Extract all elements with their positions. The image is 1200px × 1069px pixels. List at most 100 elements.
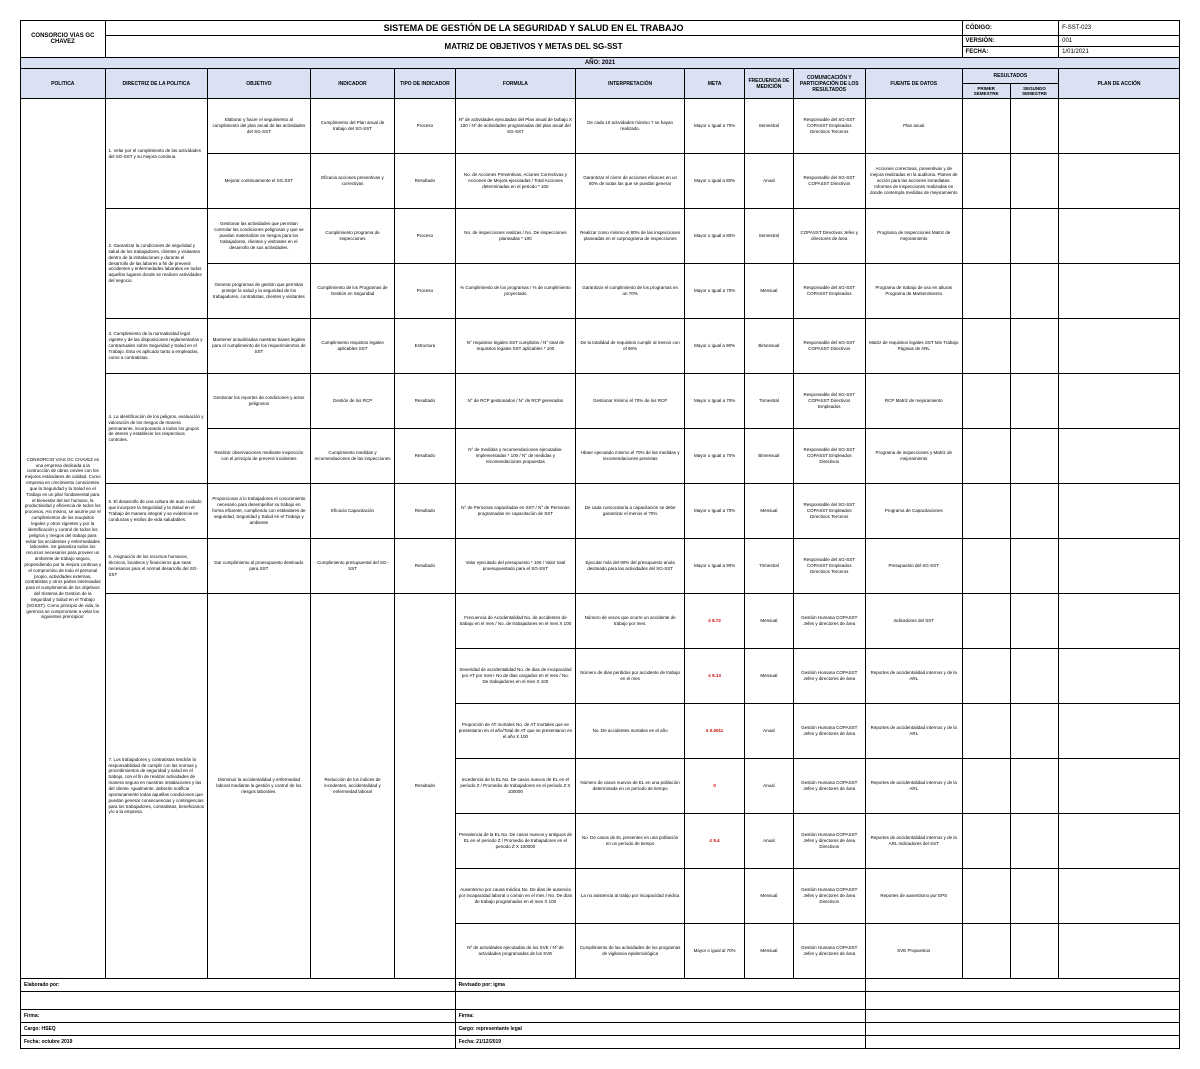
ind-cell: Eficacia acciones preventivas y correcti… — [310, 154, 395, 209]
obj-cell: Gestionar los reportes de condiciones y … — [208, 374, 311, 429]
formula-cell: No. de inspecciones realizas / No. De in… — [455, 209, 576, 264]
empty-cell — [1059, 429, 1180, 484]
meta-cell: Mayor o Igual a 70% — [684, 374, 744, 429]
col-sem2: SEGUNDO SEMESTRE — [1010, 84, 1058, 99]
formula-cell: % Cumplimiento de los programas / % de c… — [455, 264, 576, 319]
com-cell: Responsable del SG-SST COPASST Directivo… — [793, 319, 865, 374]
f-sp1 — [21, 992, 456, 1010]
col-resultados: RESULTADOS — [962, 69, 1059, 84]
matrix-title: MATRIZ DE OBJETIVOS Y METAS DEL SG-SST — [105, 36, 962, 58]
ind-cell: Cumplimiento de los Programas de Gestión… — [310, 264, 395, 319]
interp-cell: De cada concocatoria a capacitación se d… — [576, 484, 685, 539]
empty-cell — [962, 429, 1010, 484]
fuente-cell: Programa de inspecciones y Matriz de mej… — [865, 429, 962, 484]
meta-cell: ≤ 9.13 — [684, 649, 744, 704]
empty-cell — [1010, 704, 1058, 759]
empty-cell — [962, 264, 1010, 319]
matrix-table: CONSORCIO VIAS GC CHAVEZ SISTEMA DE GEST… — [20, 20, 1180, 1049]
empty-cell — [1059, 99, 1180, 154]
fuente-cell: RCP Matriz de mejoramiento — [865, 374, 962, 429]
formula-cell: No. de Acciones Preventivas, Aciones Cor… — [455, 154, 576, 209]
interp-cell: Número de casos nuevos de EL en una pobl… — [576, 759, 685, 814]
empty-cell — [1010, 814, 1058, 869]
formula-cell: N° de Personas capacitadas en SST / N° d… — [455, 484, 576, 539]
formula-cell: Severidad de accidentalidad No. de dias … — [455, 649, 576, 704]
system-title: SISTEMA DE GESTIÓN DE LA SEGURIDAD Y SAL… — [105, 21, 962, 36]
empty-cell — [1010, 154, 1058, 209]
tipo-cell: Estructura — [395, 319, 455, 374]
empty-cell — [1059, 704, 1180, 759]
f-sp3 — [865, 992, 1179, 1010]
empty-cell — [962, 649, 1010, 704]
empty-cell — [1059, 649, 1180, 704]
tipo-cell: Resultado — [395, 374, 455, 429]
formula-cell: Valor ejecutado del presupuesto * 100 / … — [455, 539, 576, 594]
empty-cell — [1059, 374, 1180, 429]
empty-cell — [1059, 264, 1180, 319]
fecha-val: 1/01/2021 — [1059, 47, 1180, 58]
col-sem1: PRIMER SEMESTRE — [962, 84, 1010, 99]
dir-cell: 3. Cumplimiento de la normatividad legal… — [105, 319, 208, 374]
empty-cell — [962, 869, 1010, 924]
obj-cell: Proporcionar a lo trabajadores el conoci… — [208, 484, 311, 539]
formula-cell: N° requisitos legales SST cumplidos / N°… — [455, 319, 576, 374]
f-elab: Elaborado por: — [21, 979, 456, 992]
ind-cell: Reducción de los índices de incedentes, … — [310, 594, 395, 979]
policy-cell: CONSORCIO VIAS GC CHAVEZ es una empresa … — [21, 99, 106, 979]
com-cell: Responsable del SG-SST COPASST Empleados… — [793, 539, 865, 594]
empty-cell — [1010, 759, 1058, 814]
freq-cell: Bimensual — [745, 429, 793, 484]
col-indicador: INDICADOR — [310, 69, 395, 99]
formula-cell: Prevalencia de la EL No. De casos nuevos… — [455, 814, 576, 869]
tipo-cell: Resultado — [395, 429, 455, 484]
empty-cell — [1010, 429, 1058, 484]
com-cell: Responsable del SG-SST COPASST Empleados… — [793, 484, 865, 539]
f-blank2 — [865, 1010, 1179, 1023]
fuente-cell: Plan anual — [865, 99, 962, 154]
formula-cell: Nº de actividades ejecutadas de los SVE … — [455, 924, 576, 979]
formula-cell: N° de medidas y recomendaciones ejecutad… — [455, 429, 576, 484]
version-val: 001 — [1059, 36, 1180, 47]
ind-cell: Cumplimiento del Plan anual de trabajo d… — [310, 99, 395, 154]
col-meta: META — [684, 69, 744, 99]
tipo-cell: Resultado — [395, 539, 455, 594]
obj-cell: Dar cumplimiento al proesupuesto destina… — [208, 539, 311, 594]
version-label: VERSIÓN: — [962, 36, 1059, 47]
dir-cell: 4. La identificación de los peligros, ev… — [105, 374, 208, 484]
empty-cell — [1059, 869, 1180, 924]
empty-cell — [1010, 209, 1058, 264]
com-cell: Responsable del SG-SST COPASST Directivo… — [793, 374, 865, 429]
com-cell: Gestión Humana COPASST Jefes y directore… — [793, 649, 865, 704]
ind-cell: Cumplimiento presupuestal del SG-SST — [310, 539, 395, 594]
company-cell: CONSORCIO VIAS GC CHAVEZ — [21, 21, 106, 58]
freq-cell: Bimensual — [745, 319, 793, 374]
empty-cell — [1059, 759, 1180, 814]
empty-cell — [962, 99, 1010, 154]
fuente-cell: Programa de trabajo de uso en alturas Pr… — [865, 264, 962, 319]
empty-cell — [1059, 319, 1180, 374]
freq-cell: Anual — [745, 154, 793, 209]
meta-cell: ≤ 8.72 — [684, 594, 744, 649]
col-fuente: FUENTE DE DATOS — [865, 69, 962, 99]
empty-cell — [962, 319, 1010, 374]
empty-cell — [1010, 869, 1058, 924]
formula-cell: Nº de actividades ejecutadas del Plan an… — [455, 99, 576, 154]
empty-cell — [1010, 594, 1058, 649]
empty-cell — [1010, 484, 1058, 539]
empty-cell — [1010, 924, 1058, 979]
com-cell: Responsable del SG-SST COPASST Empleados… — [793, 429, 865, 484]
fuente-cell: Programa de Capacitaciones — [865, 484, 962, 539]
formula-cell: N° de RCP gestionados / N° de RCP genera… — [455, 374, 576, 429]
meta-cell: Mayor o Igual a 70% — [684, 99, 744, 154]
meta-cell: 0 — [684, 759, 744, 814]
fuente-cell: SVE Propuestos — [865, 924, 962, 979]
meta-cell: Mayor o igual a 80% — [684, 154, 744, 209]
freq-cell: Mensual — [745, 869, 793, 924]
f-firma2: Firma: — [455, 1010, 865, 1023]
obj-cell: Elaborar y hacer el seguimiento al cumpl… — [208, 99, 311, 154]
interp-cell: No. De casos de EL presentes en una pobl… — [576, 814, 685, 869]
empty-cell — [1059, 814, 1180, 869]
interp-cell: Garantizar el cumplimiento de los progra… — [576, 264, 685, 319]
codigo-val: F-SST-023 — [1059, 21, 1180, 36]
com-cell: Responsable del SG-SST COPASST Directivo… — [793, 154, 865, 209]
